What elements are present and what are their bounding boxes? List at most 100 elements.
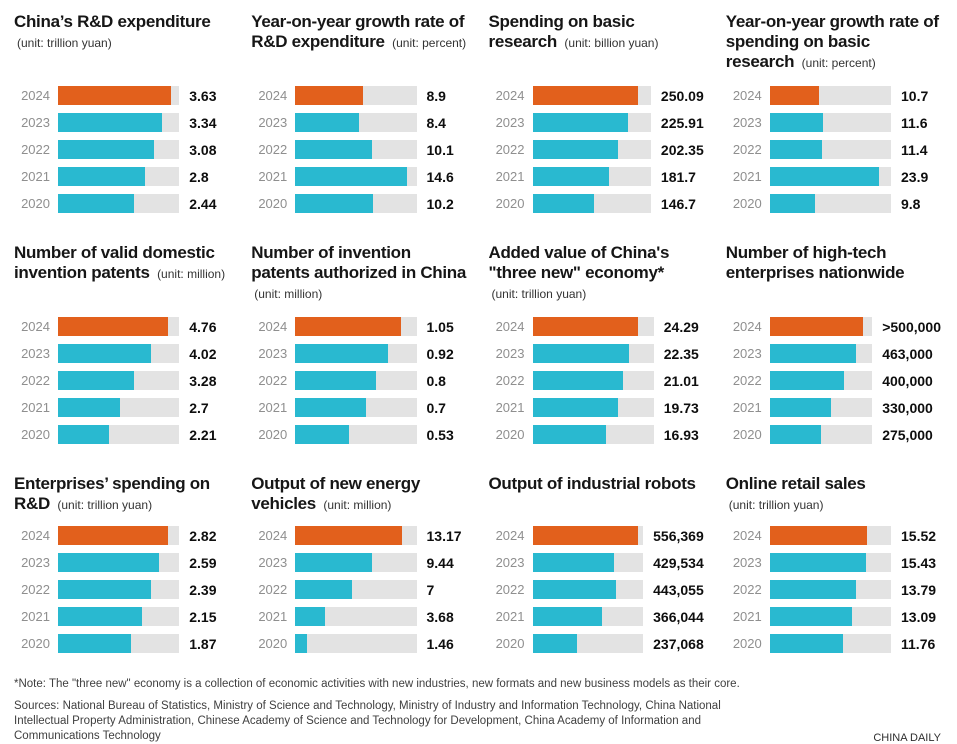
bar-fill <box>769 167 880 186</box>
bar-track <box>295 553 417 572</box>
chart-title: Spending on basic research (unit: billio… <box>488 12 659 52</box>
year-label: 2023 <box>21 555 50 570</box>
year-label: 2020 <box>495 196 525 211</box>
bar-track <box>532 526 644 545</box>
bar-fill <box>532 526 638 545</box>
bar-fill <box>295 398 366 417</box>
bar-track <box>295 526 417 545</box>
bar-track <box>532 86 651 105</box>
bar-fill <box>295 140 373 159</box>
bar-track <box>532 371 654 390</box>
year-label: 2022 <box>495 582 525 597</box>
bar-chart: 2024 13.17 2023 9.44 2022 7 2021 3.68 2020 1.46 <box>251 526 466 653</box>
bar-track <box>769 113 891 132</box>
value-label: 2.59 <box>189 554 217 571</box>
value-label: 24.29 <box>663 318 699 335</box>
year-label: 2023 <box>732 346 762 361</box>
bar-track <box>532 398 654 417</box>
bar-fill <box>295 317 402 336</box>
value-label: 146.7 <box>660 195 696 212</box>
value-label: 2.39 <box>189 581 217 598</box>
value-label: 366,044 <box>653 608 704 625</box>
value-label: 13.17 <box>426 527 462 544</box>
bar-track <box>58 553 180 572</box>
chart-card: Spending on basic research (unit: billio… <box>489 12 704 213</box>
bar-track <box>58 167 180 186</box>
bar-fill <box>58 167 146 186</box>
chart-title-area: Number of valid domestic invention paten… <box>14 243 229 317</box>
year-label: 2023 <box>495 555 525 570</box>
chart-title-area: Added value of China's "three new" econo… <box>489 243 704 317</box>
chart-card: Number of high-tech enterprises nationwi… <box>726 243 941 444</box>
bar-track <box>532 425 654 444</box>
value-label: 275,000 <box>882 426 933 443</box>
bar-chart: 2024 10.7 2023 11.6 2022 11.4 2021 23.9 2020 9.8 <box>726 86 941 213</box>
bar-fill <box>295 607 326 626</box>
value-label: 8.4 <box>426 114 446 131</box>
value-label: 0.53 <box>426 426 454 443</box>
value-label: 181.7 <box>660 168 696 185</box>
value-label: 0.92 <box>426 345 454 362</box>
bar-fill <box>295 425 349 444</box>
year-label: 2020 <box>21 427 50 442</box>
value-label: 429,534 <box>653 554 704 571</box>
value-label: 3.68 <box>426 608 454 625</box>
year-label: 2020 <box>495 636 525 651</box>
bar-fill <box>769 113 823 132</box>
bar-track <box>295 371 417 390</box>
bar-track <box>532 344 654 363</box>
bar-fill <box>58 344 151 363</box>
year-label: 2024 <box>21 88 50 103</box>
chart-title: Online retail sales (unit: trillion yuan… <box>725 474 866 513</box>
value-label: 9.44 <box>426 554 454 571</box>
bar-track <box>532 194 651 213</box>
bar-track <box>769 580 891 599</box>
year-label: 2022 <box>21 373 50 388</box>
bar-fill <box>532 580 617 599</box>
value-label: 330,000 <box>882 399 933 416</box>
bar-fill <box>769 607 852 626</box>
bar-fill <box>769 86 819 105</box>
year-label: 2021 <box>21 609 50 624</box>
value-label: 237,068 <box>653 635 704 652</box>
bar-track <box>295 140 417 159</box>
bar-track <box>295 194 417 213</box>
value-label: 1.46 <box>426 635 454 652</box>
chart-title: Output of new energy vehicles (unit: mil… <box>251 474 420 514</box>
bar-track <box>532 553 644 572</box>
bar-track <box>58 398 180 417</box>
bar-fill <box>769 580 856 599</box>
bar-track <box>58 344 180 363</box>
bar-fill <box>295 344 389 363</box>
bar-fill <box>58 526 169 545</box>
year-label: 2022 <box>258 582 288 597</box>
bar-fill <box>58 553 160 572</box>
bar-track <box>769 317 873 336</box>
value-label: 2.7 <box>189 399 209 416</box>
year-label: 2024 <box>495 319 525 334</box>
year-label: 2024 <box>21 319 50 334</box>
value-label: 15.43 <box>901 554 937 571</box>
bar-fill <box>58 113 162 132</box>
bar-chart: 2024 4.76 2023 4.02 2022 3.28 2021 2.7 2020 2.21 <box>14 317 229 444</box>
bar-track <box>295 113 417 132</box>
chart-title-area: Number of invention patents authorized i… <box>251 243 466 317</box>
bar-track <box>769 526 891 545</box>
year-label: 2024 <box>495 88 525 103</box>
value-label: 2.21 <box>189 426 217 443</box>
chart-card: Output of new energy vehicles (unit: mil… <box>251 474 466 653</box>
bar-chart: 2024 24.29 2023 22.35 2022 21.01 2021 19.73 2020… <box>489 317 704 444</box>
chart-title: Output of industrial robots <box>488 474 697 493</box>
bar-fill <box>58 194 134 213</box>
chart-card: Year-on-year growth rate of spending on … <box>726 12 941 213</box>
bar-track <box>58 526 180 545</box>
chart-unit: (unit: trillion yuan) <box>491 287 587 302</box>
bar-track <box>58 607 180 626</box>
year-label: 2023 <box>258 346 288 361</box>
value-label: 463,000 <box>882 345 933 362</box>
bar-fill <box>769 553 867 572</box>
bar-fill <box>295 194 374 213</box>
year-label: 2022 <box>732 373 762 388</box>
chart-unit: (unit: trillion yuan) <box>17 36 112 51</box>
bar-fill <box>58 398 121 417</box>
